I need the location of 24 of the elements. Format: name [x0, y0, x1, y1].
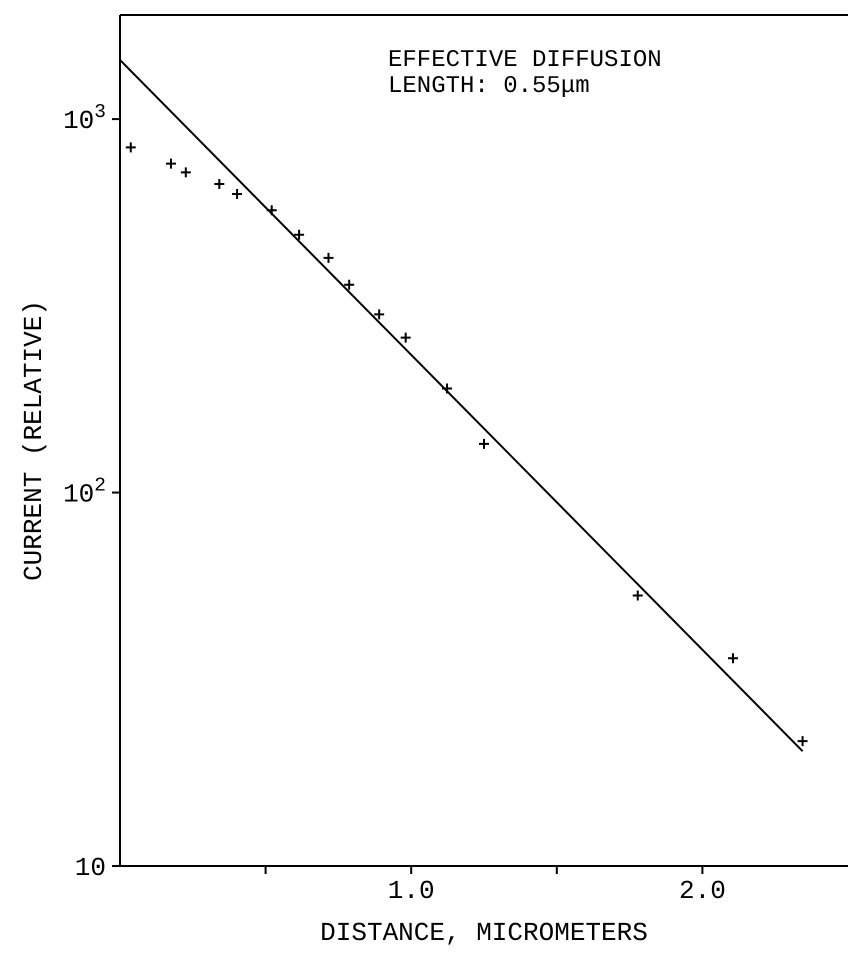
point: [293, 228, 306, 241]
x-tick-label: 1.0: [388, 876, 435, 906]
y-tick-label: 10: [74, 853, 106, 883]
point: [322, 252, 334, 264]
annotation: EFFECTIVE DIFFUSION LENGTH: 0.55μm: [388, 47, 662, 100]
point: [343, 278, 356, 291]
point: [796, 735, 809, 748]
point: [478, 438, 490, 450]
point: [266, 204, 278, 216]
x-axis-title: DISTANCE, MICROMETERS: [320, 918, 648, 948]
y-axis-title: CURRENT (RELATIVE): [19, 300, 50, 581]
point: [441, 382, 454, 394]
point: [400, 332, 412, 344]
point: [726, 652, 739, 664]
point: [231, 188, 244, 200]
point: [632, 590, 644, 602]
point: [213, 178, 226, 190]
x-tick-label: 2.0: [678, 876, 726, 906]
point: [373, 308, 386, 320]
point: [124, 141, 137, 154]
y-tick-label: 10$^{3}$: [63, 101, 106, 136]
point: [164, 158, 177, 170]
y-tick-label: 10$^{2}$: [63, 474, 106, 510]
point: [180, 166, 192, 178]
